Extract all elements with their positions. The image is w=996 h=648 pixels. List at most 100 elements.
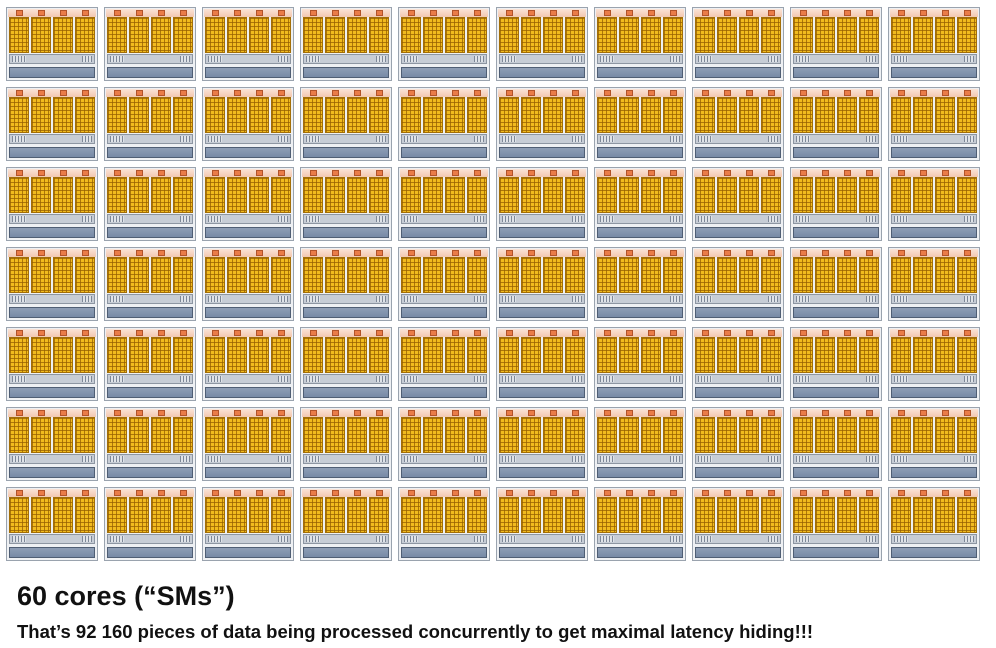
- register-block: [211, 250, 219, 256]
- core-column: [913, 417, 933, 453]
- sm-header: [400, 89, 488, 97]
- sm-block: [6, 247, 98, 321]
- register-block: [157, 10, 165, 16]
- register-block: [941, 90, 949, 96]
- core-array: [793, 97, 879, 133]
- register-block: [647, 170, 655, 176]
- register-block: [375, 10, 383, 16]
- sm-header: [792, 329, 880, 337]
- load-store-bar: [205, 54, 291, 64]
- register-block: [799, 330, 807, 336]
- core-column: [935, 417, 955, 453]
- core-column: [815, 257, 835, 293]
- sm-header: [106, 9, 194, 17]
- register-block: [451, 330, 459, 336]
- cache-bar: [107, 227, 193, 238]
- register-block: [625, 170, 633, 176]
- sm-block: [790, 87, 882, 161]
- core-column: [227, 497, 247, 533]
- core-column: [499, 177, 519, 213]
- register-block: [919, 330, 927, 336]
- core-array: [695, 257, 781, 293]
- sm-header: [400, 249, 488, 257]
- sm-header: [596, 329, 684, 337]
- core-column: [423, 177, 443, 213]
- core-array: [597, 97, 683, 133]
- sm-header: [596, 489, 684, 497]
- register-block: [59, 10, 67, 16]
- core-column: [271, 257, 291, 293]
- register-block: [527, 410, 535, 416]
- core-column: [9, 337, 29, 373]
- register-block: [897, 170, 905, 176]
- core-column: [75, 17, 95, 53]
- sm-block: [594, 487, 686, 561]
- sm-header: [204, 9, 292, 17]
- load-store-bar: [303, 214, 389, 224]
- core-column: [793, 97, 813, 133]
- core-column: [837, 97, 857, 133]
- register-block: [59, 410, 67, 416]
- register-block: [941, 10, 949, 16]
- sm-header: [400, 409, 488, 417]
- core-column: [499, 417, 519, 453]
- core-array: [891, 497, 977, 533]
- cache-bar: [9, 147, 95, 158]
- core-column: [107, 497, 127, 533]
- core-array: [107, 97, 193, 133]
- core-column: [641, 337, 661, 373]
- load-store-bar: [695, 454, 781, 464]
- sm-block: [594, 7, 686, 81]
- load-store-bar: [107, 294, 193, 304]
- register-block: [549, 170, 557, 176]
- sm-block: [398, 7, 490, 81]
- sm-header: [302, 169, 390, 177]
- core-column: [467, 497, 487, 533]
- core-column: [717, 257, 737, 293]
- core-array: [695, 497, 781, 533]
- core-column: [401, 497, 421, 533]
- sm-block: [888, 7, 980, 81]
- load-store-bar: [303, 134, 389, 144]
- core-column: [53, 257, 73, 293]
- core-array: [499, 257, 585, 293]
- register-block: [843, 170, 851, 176]
- core-column: [129, 257, 149, 293]
- cache-bar: [401, 467, 487, 478]
- register-block: [331, 490, 339, 496]
- core-column: [151, 337, 171, 373]
- register-block: [865, 490, 873, 496]
- core-column: [9, 17, 29, 53]
- core-array: [401, 497, 487, 533]
- load-store-bar: [499, 294, 585, 304]
- core-column: [347, 417, 367, 453]
- core-array: [793, 497, 879, 533]
- core-column: [151, 257, 171, 293]
- core-column: [107, 97, 127, 133]
- core-column: [227, 337, 247, 373]
- core-column: [347, 337, 367, 373]
- core-column: [423, 417, 443, 453]
- cache-bar: [597, 147, 683, 158]
- register-block: [571, 90, 579, 96]
- load-store-bar: [401, 534, 487, 544]
- core-column: [935, 497, 955, 533]
- core-column: [423, 497, 443, 533]
- core-column: [467, 17, 487, 53]
- sm-block: [104, 407, 196, 481]
- core-column: [859, 257, 879, 293]
- register-block: [157, 250, 165, 256]
- core-column: [271, 177, 291, 213]
- core-column: [249, 257, 269, 293]
- load-store-bar: [9, 534, 95, 544]
- core-column: [695, 97, 715, 133]
- core-column: [271, 337, 291, 373]
- sm-block: [888, 407, 980, 481]
- core-column: [205, 177, 225, 213]
- core-column: [913, 97, 933, 133]
- core-column: [663, 417, 683, 453]
- register-block: [113, 90, 121, 96]
- register-block: [745, 170, 753, 176]
- core-column: [31, 97, 51, 133]
- load-store-bar: [205, 134, 291, 144]
